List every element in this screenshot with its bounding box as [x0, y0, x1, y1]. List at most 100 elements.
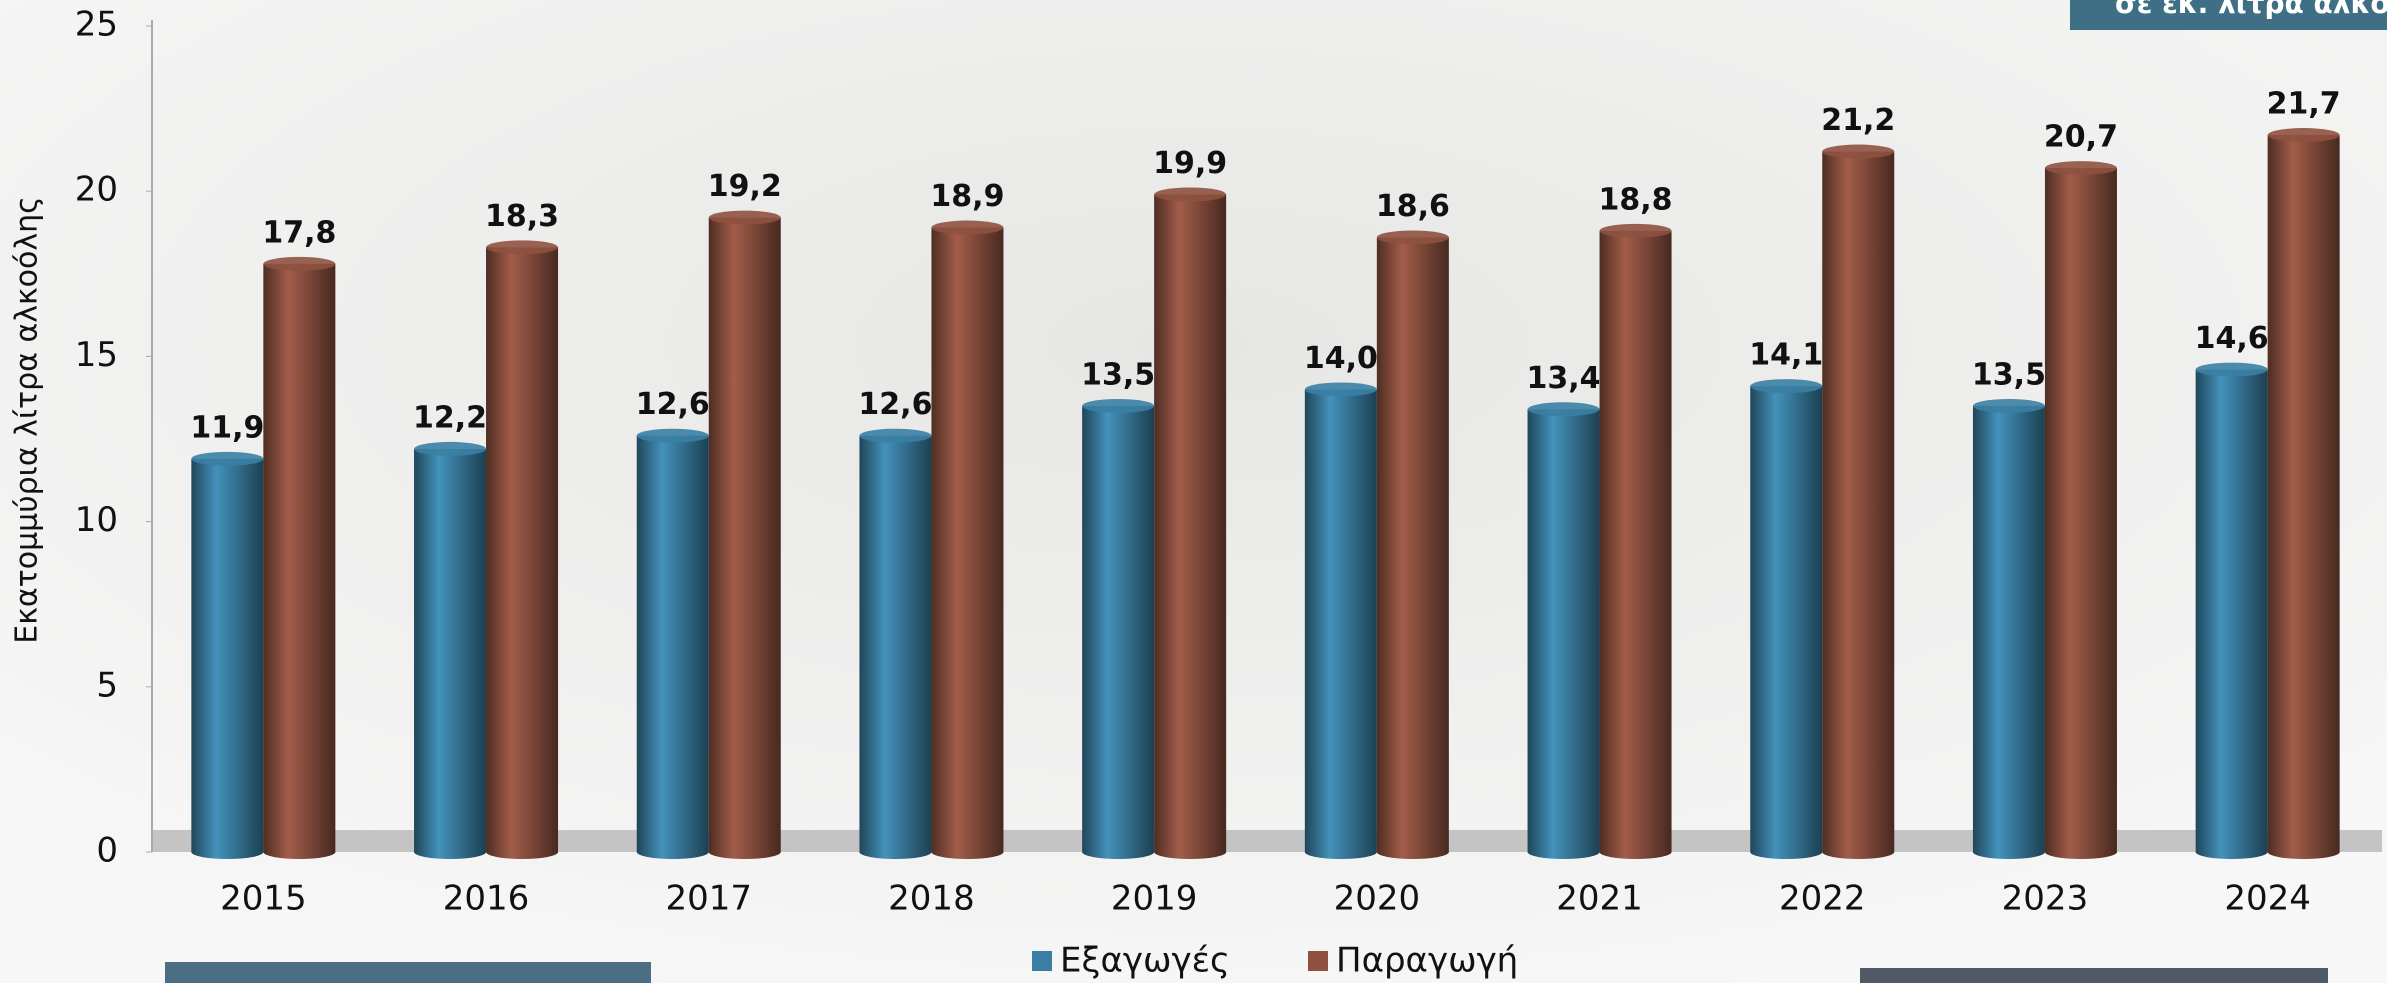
bar-cap	[2195, 362, 2268, 377]
bar-cap	[191, 451, 264, 466]
bar	[636, 435, 709, 852]
bar	[931, 227, 1004, 852]
y-tick-label: 15	[75, 335, 118, 375]
y-tick-label: 25	[75, 5, 118, 45]
bar-base	[1376, 845, 1449, 859]
bar-cap	[1972, 398, 2045, 413]
bar-base	[931, 845, 1004, 859]
bar-base	[1750, 845, 1823, 859]
legend-swatch	[1032, 951, 1052, 971]
bar	[1750, 386, 1823, 852]
bar-cap	[1599, 223, 1672, 238]
bar-base	[486, 845, 559, 859]
bar-base	[414, 845, 487, 859]
bar-base	[708, 845, 781, 859]
bar	[1822, 151, 1895, 852]
x-tick-label: 2018	[888, 879, 975, 919]
footer-box	[1860, 968, 2328, 983]
legend-swatch	[1308, 951, 1328, 971]
data-label: 19,2	[708, 169, 782, 204]
data-label: 21,2	[1821, 103, 1895, 138]
bar	[859, 435, 932, 852]
x-tick-label: 2019	[1111, 879, 1198, 919]
bar	[1154, 194, 1227, 852]
bar-cap	[1527, 402, 1600, 417]
bar	[2044, 168, 2117, 852]
bar	[263, 263, 336, 852]
bar-cap	[2267, 128, 2340, 143]
x-tick-label: 2024	[2224, 879, 2311, 919]
bar	[1082, 405, 1155, 852]
bar-cap	[1154, 187, 1227, 202]
data-label: 11,9	[190, 410, 264, 445]
x-tick-label: 2023	[2002, 879, 2089, 919]
y-tick-label: 20	[75, 170, 118, 210]
bar-base	[2044, 845, 2117, 859]
bar-cap	[2044, 161, 2117, 176]
x-tick-label: 2015	[220, 879, 307, 919]
bar	[414, 448, 487, 852]
bar-base	[2195, 845, 2268, 859]
bar	[2267, 135, 2340, 853]
data-label: 12,6	[636, 387, 710, 422]
bar-cap	[486, 240, 559, 255]
bar-base	[1599, 845, 1672, 859]
data-label: 13,5	[1081, 357, 1155, 392]
annotation-box	[2070, 0, 2387, 30]
data-label: 18,8	[1599, 182, 1673, 217]
bar-base	[2267, 845, 2340, 859]
y-tick-label: 10	[75, 500, 118, 540]
x-tick-label: 2016	[443, 879, 530, 919]
data-label: 14,6	[2195, 321, 2269, 356]
data-label: 19,9	[1153, 146, 1227, 181]
bar-cap	[708, 210, 781, 225]
data-label: 13,4	[1527, 361, 1601, 396]
bar-base	[1822, 845, 1895, 859]
legend-label: Εξαγωγές	[1060, 941, 1230, 981]
data-label: 13,5	[1972, 357, 2046, 392]
bar-base	[1972, 845, 2045, 859]
bar-base	[1527, 845, 1600, 859]
annotation: σε εκ. λίτρα αλκοόλης	[2115, 0, 2387, 20]
bar-cap	[636, 428, 709, 443]
bar-cap	[414, 441, 487, 456]
y-tick-label: 5	[96, 665, 118, 705]
y-axis-label: Εκατομμύρια λίτρα αλκοόλης	[10, 196, 45, 643]
legend-label: Παραγωγή	[1336, 941, 1518, 981]
bar-cap	[1304, 382, 1377, 397]
bar	[191, 458, 264, 852]
x-tick-label: 2021	[1556, 879, 1643, 919]
bar-base	[1154, 845, 1227, 859]
bar-cap	[263, 256, 336, 271]
data-label: 21,7	[2267, 87, 2341, 122]
data-label: 17,8	[262, 215, 336, 250]
y-tick-label: 0	[96, 831, 118, 871]
bar	[1972, 405, 2045, 852]
bar-base	[859, 845, 932, 859]
bar-base	[1082, 845, 1155, 859]
data-label: 12,6	[858, 387, 932, 422]
bar-cap	[1750, 379, 1823, 394]
footer-box	[165, 962, 651, 983]
data-label: 14,0	[1304, 341, 1378, 376]
bar-cap	[1376, 230, 1449, 245]
data-label: 12,2	[413, 400, 487, 435]
bar-cap	[931, 220, 1004, 235]
bar-cap	[1082, 398, 1155, 413]
bar	[1527, 409, 1600, 852]
bar	[708, 217, 781, 852]
bar	[486, 247, 559, 853]
data-label: 14,1	[1749, 338, 1823, 373]
data-label: 18,9	[930, 179, 1004, 214]
data-label: 18,3	[485, 199, 559, 234]
bar-cap	[1822, 144, 1895, 159]
data-label: 20,7	[2044, 120, 2118, 155]
bar	[1304, 389, 1377, 852]
x-tick-label: 2020	[1334, 879, 1421, 919]
bar	[1376, 237, 1449, 852]
x-tick-label: 2022	[1779, 879, 1866, 919]
bar-cap	[859, 428, 932, 443]
bar	[1599, 230, 1672, 852]
x-tick-label: 2017	[665, 879, 752, 919]
